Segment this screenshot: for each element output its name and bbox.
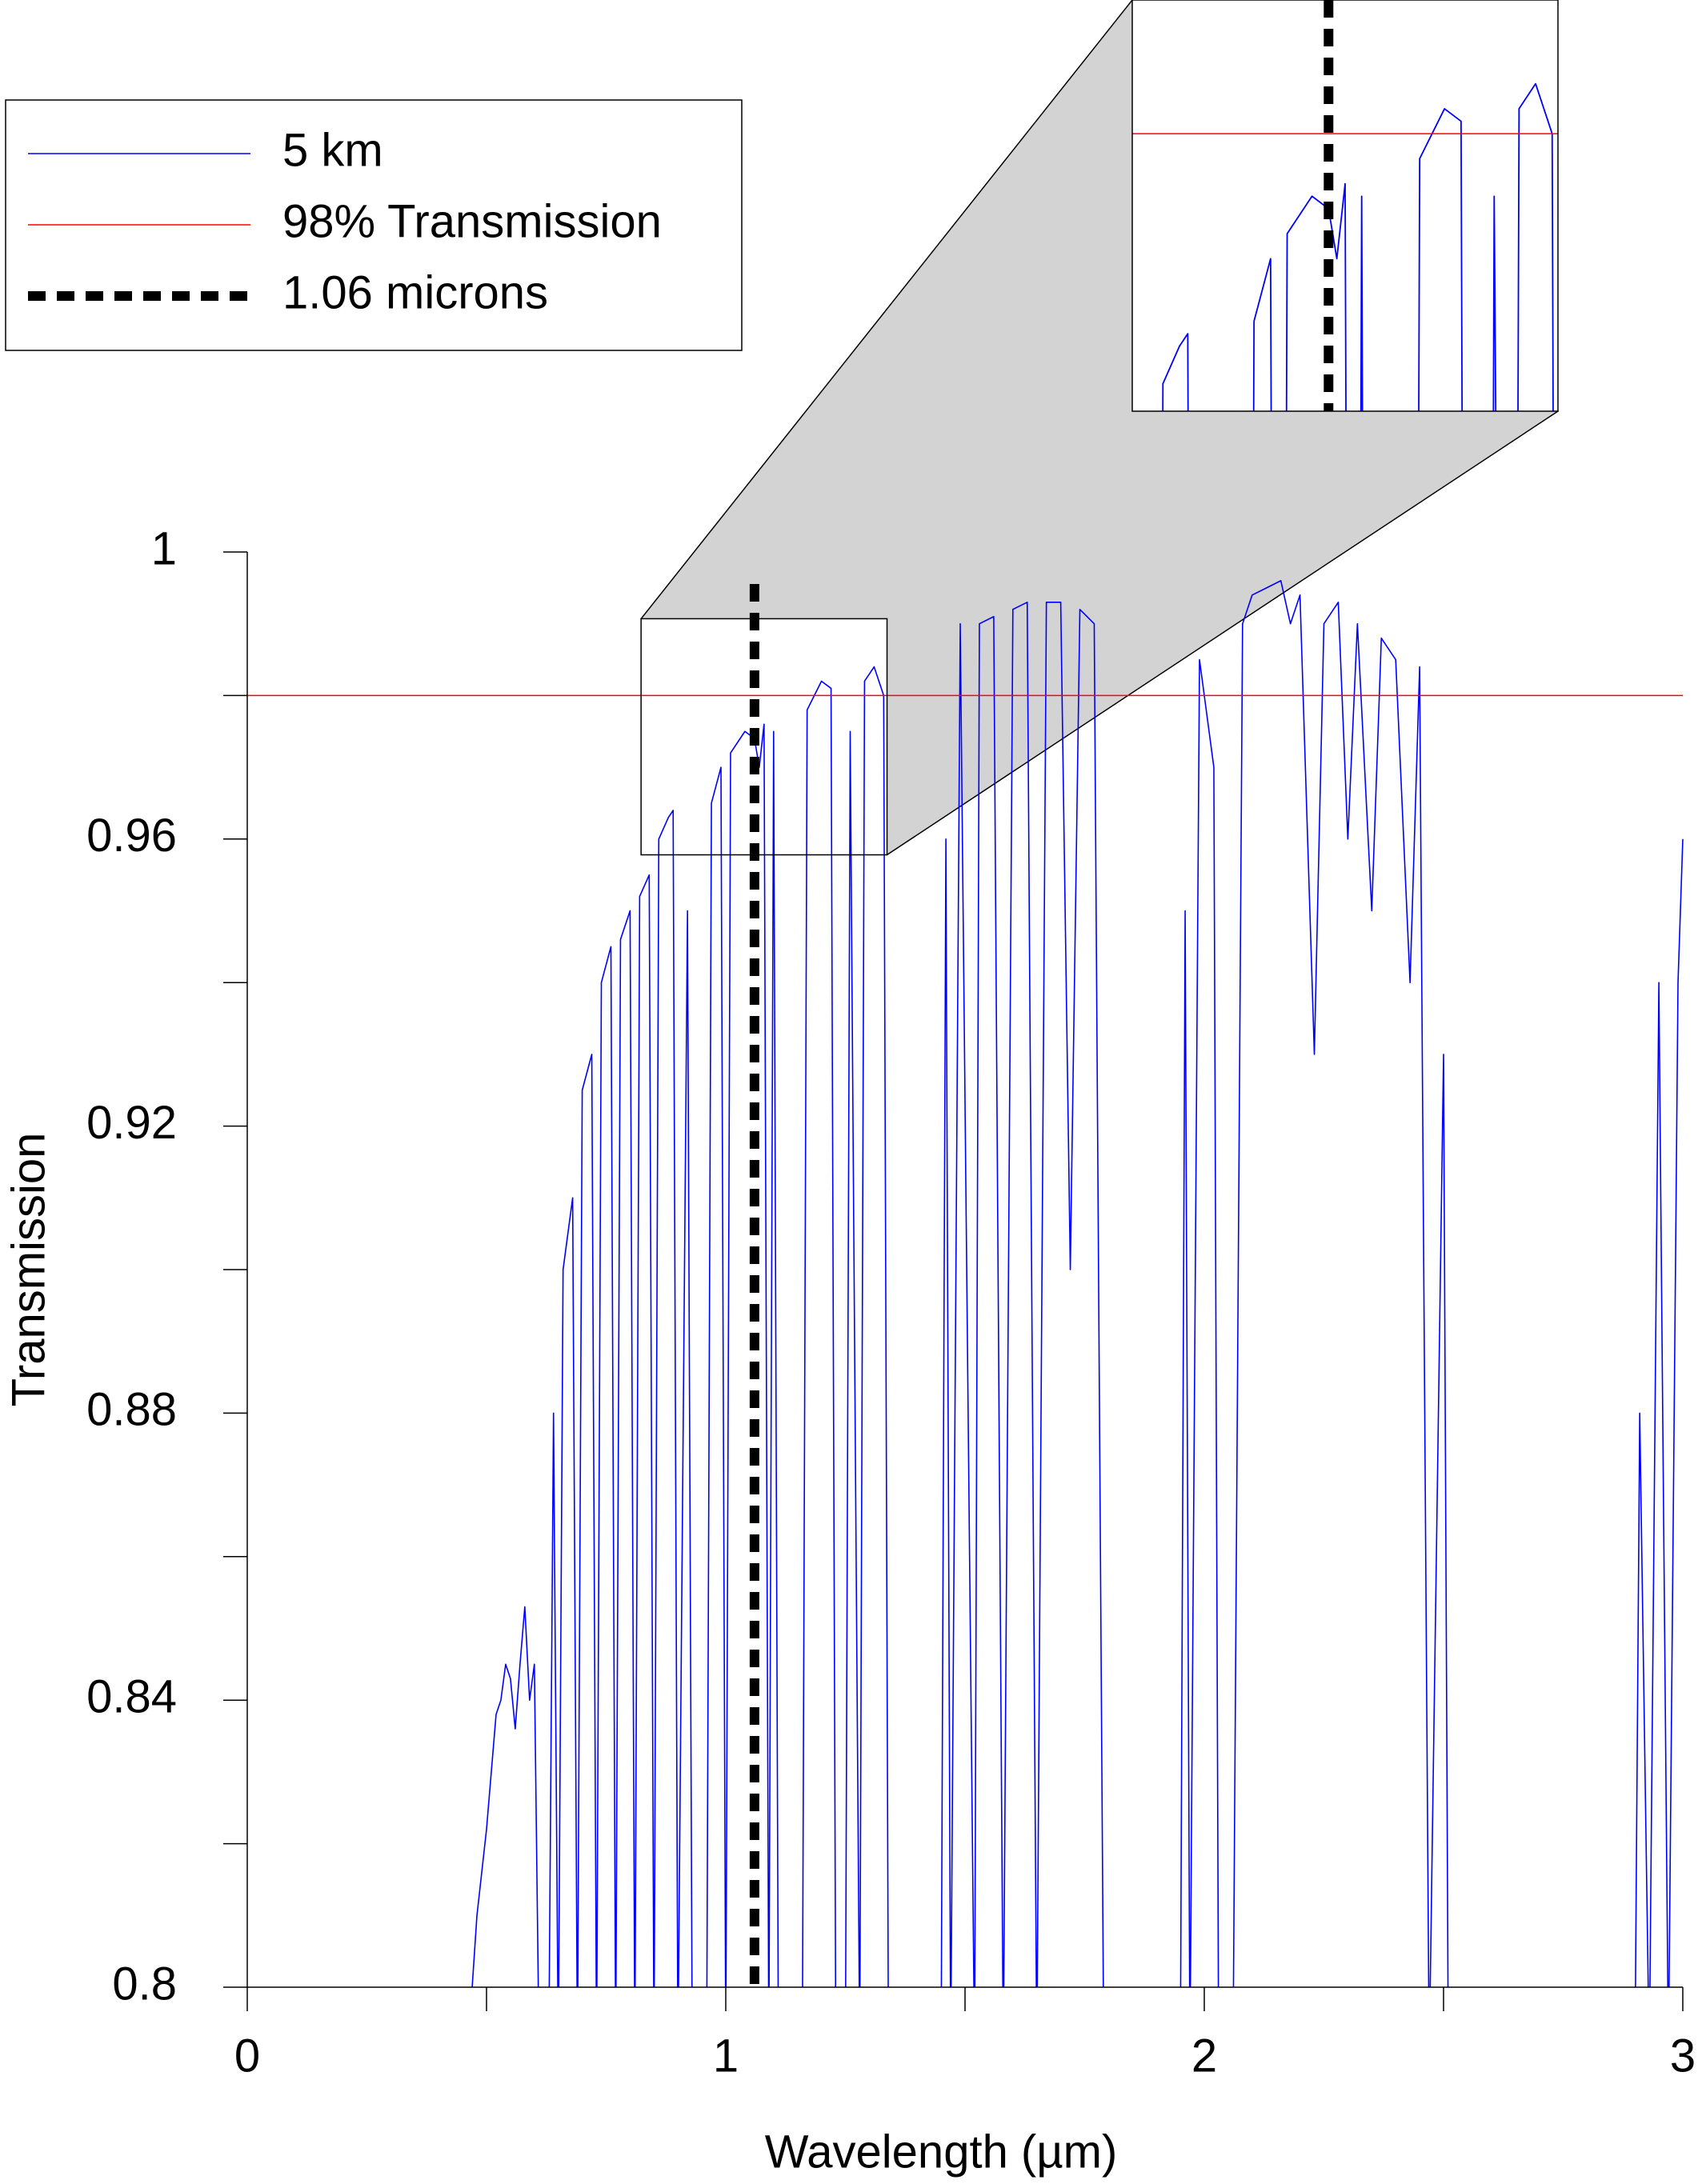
inset-plot xyxy=(1132,0,1558,411)
x-tick-label: 0 xyxy=(234,2030,260,2082)
y-axis-title: Transmission xyxy=(2,1133,54,1407)
x-tick-label: 1 xyxy=(713,2030,739,2082)
legend: 5 km 98% Transmission 1.06 microns xyxy=(5,99,743,351)
y-tick-label: 0.84 xyxy=(86,1671,177,1723)
y-tick-label: 0.92 xyxy=(86,1097,177,1149)
x-tick-label: 2 xyxy=(1191,2030,1217,2082)
y-tick-label: 0.96 xyxy=(86,810,177,862)
inset-frame xyxy=(1131,0,1559,412)
legend-label: 1.06 microns xyxy=(282,266,548,318)
legend-label: 5 km xyxy=(282,124,383,176)
series-line xyxy=(471,580,1684,1987)
legend-label: 98% Transmission xyxy=(282,195,662,247)
plot-area xyxy=(247,580,1684,1987)
axes: 0 1 2 3 0.8 0.84 0.88 0.92 0.96 1 xyxy=(86,522,1696,2082)
x-tick-label: 3 xyxy=(1670,2030,1696,2082)
y-tick-label: 1 xyxy=(151,522,177,574)
x-axis-title: Wavelength (µm) xyxy=(765,2126,1118,2178)
zoom-box xyxy=(640,618,888,856)
y-tick-label: 0.88 xyxy=(86,1384,177,1436)
inset xyxy=(1131,0,1559,412)
y-tick-label: 0.8 xyxy=(112,1958,177,2010)
